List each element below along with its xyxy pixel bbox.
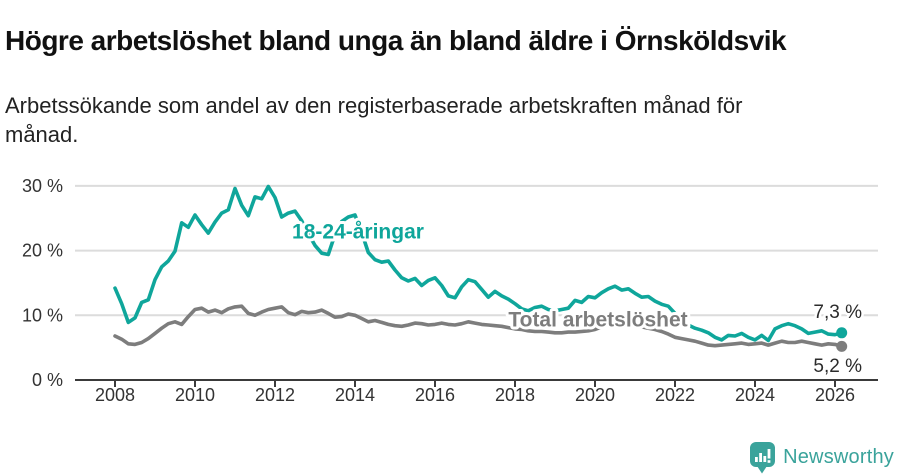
chart-title: Högre arbetslöshet bland unga än bland ä… [5,24,787,56]
x-axis-tick-label: 2022 [655,385,695,405]
x-axis-tick-label: 2016 [415,385,455,405]
x-axis-tick-label: 2008 [95,385,135,405]
x-axis-tick-label: 2018 [495,385,535,405]
y-axis-tick-label: 10 % [22,305,63,325]
series-end-dot-total [836,340,848,352]
unemployment-chart: 0 % 10 % 20 % 30 % 2008 2010 2012 2014 2016 2018 2… [22,176,878,405]
series-line-total [113,304,844,349]
newsworthy-logo: Newsworthy [749,441,894,474]
y-axis-tick-label: 0 % [32,370,63,390]
y-axis-tick-label: 20 % [22,241,63,261]
x-axis-tick-label: 2014 [335,385,375,405]
x-axis-tick-label: 2020 [575,385,615,405]
x-axis-tick-label: 2024 [735,385,775,405]
newsworthy-logo-icon [750,442,776,474]
newsworthy-brand-text: Newsworthy [783,446,894,468]
x-axis-tick-label: 2012 [255,385,295,405]
series-label-total: Total arbetslöshet [508,309,687,332]
x-axis-tick-label: 2010 [175,385,215,405]
chart-subtitle: Arbetssökande som andel av den registerb… [5,93,743,148]
series-end-label-total: 5,2 % [813,356,862,377]
series-end-dot-youth [836,327,848,339]
series-line-youth [113,184,844,343]
x-axis-tick-label: 2026 [815,385,855,405]
y-axis-tick-label: 30 % [22,176,63,196]
series-end-label-youth: 7,3 % [813,302,862,323]
series-label-youth: 18-24-åringar [292,221,424,244]
